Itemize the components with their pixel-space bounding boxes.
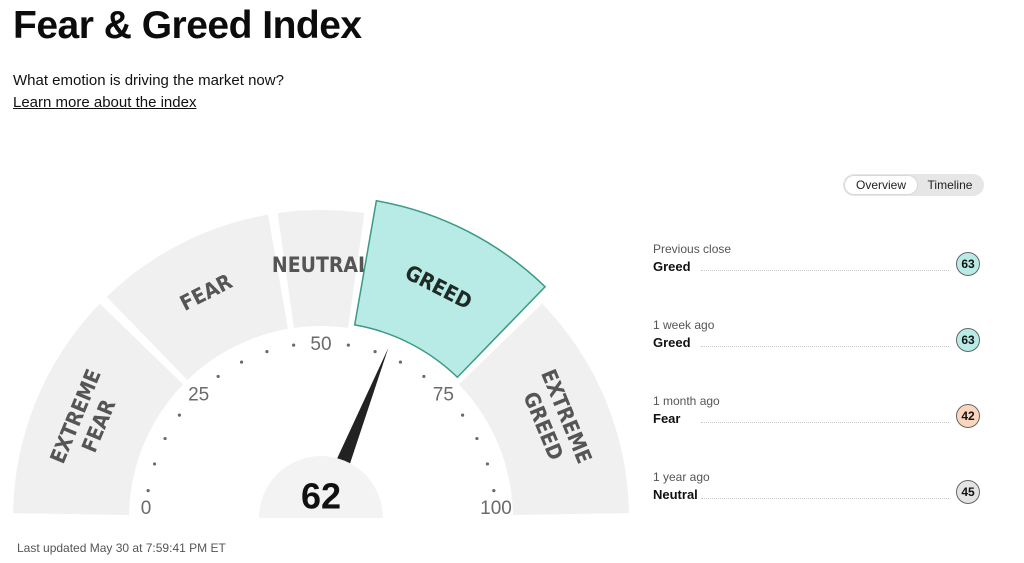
history-label: 1 year ago — [653, 470, 710, 484]
gauge-tick-dot — [485, 462, 490, 466]
gauge-inner-area — [130, 327, 512, 518]
gauge-hub — [259, 456, 383, 518]
gauge-segment-label: NEUTRAL — [272, 253, 370, 277]
overview-tab[interactable]: Overview — [845, 176, 917, 194]
dotted-leader — [701, 498, 949, 499]
history-sentiment: Neutral — [653, 487, 698, 502]
gauge-tick-label: 25 — [188, 385, 209, 406]
history-sentiment: Greed — [653, 259, 691, 274]
gauge-tick-dot — [146, 489, 150, 493]
last-updated-text: Last updated May 30 at 7:59:41 PM ET — [17, 541, 226, 555]
page-subtitle: What emotion is driving the market now? — [13, 72, 284, 89]
history-label: 1 month ago — [653, 394, 720, 408]
view-toggle: Overview Timeline — [843, 174, 984, 196]
page-title: Fear & Greed Index — [13, 4, 362, 47]
history-sentiment: Fear — [653, 411, 681, 426]
gauge-tick-dot — [265, 349, 269, 354]
dotted-leader — [701, 422, 949, 423]
gauge-tick-label: 100 — [480, 498, 512, 519]
history-score-badge: 63 — [956, 328, 980, 352]
gauge-tick-dot — [373, 349, 377, 354]
gauge-value: 62 — [301, 476, 341, 517]
learn-more-link[interactable]: Learn more about the index — [13, 94, 197, 111]
history-score-badge: 42 — [956, 404, 980, 428]
gauge-segment-neutral — [277, 210, 365, 328]
gauge-tick-dot — [152, 462, 157, 466]
gauge-tick-dot — [177, 413, 182, 417]
gauge-tick-dot — [422, 374, 426, 379]
history-item-1-week-ago: 1 week ago Greed 63 — [653, 318, 983, 376]
history-label: Previous close — [653, 242, 732, 256]
gauge-tick-dot — [398, 360, 403, 364]
history-score-badge: 63 — [956, 252, 980, 276]
gauge-segment-fear — [106, 214, 288, 381]
gauge-segment-extreme-greed — [458, 303, 629, 515]
dotted-leader — [701, 270, 949, 271]
gauge-tick-dot — [163, 436, 167, 441]
gauge-tick-label: 75 — [433, 385, 454, 406]
gauge-segment-extreme-fear — [13, 303, 184, 515]
dotted-leader — [701, 346, 949, 347]
gauge-tick-dot — [292, 343, 296, 347]
gauge-tick-dot — [346, 343, 350, 347]
history-score-badge: 45 — [956, 480, 980, 504]
gauge-segment-greed — [353, 200, 547, 379]
gauge-tick-label: 0 — [141, 498, 152, 519]
gauge-tick-dot — [239, 360, 244, 364]
gauge-tick-dot — [492, 489, 496, 493]
timeline-tab[interactable]: Timeline — [927, 178, 973, 192]
history-item-1-month-ago: 1 month ago Fear 42 — [653, 394, 983, 452]
history-item-previous-close: Previous close Greed 63 — [653, 242, 983, 300]
gauge-tick-dot — [460, 413, 465, 417]
gauge-tick-dot — [475, 436, 479, 441]
gauge-tick-label: 50 — [310, 334, 331, 355]
gauge-tick-dot — [216, 374, 220, 379]
history-label: 1 week ago — [653, 318, 715, 332]
history-sentiment: Greed — [653, 335, 691, 350]
history-item-1-year-ago: 1 year ago Neutral 45 — [653, 470, 983, 528]
gauge-needle — [336, 347, 389, 465]
